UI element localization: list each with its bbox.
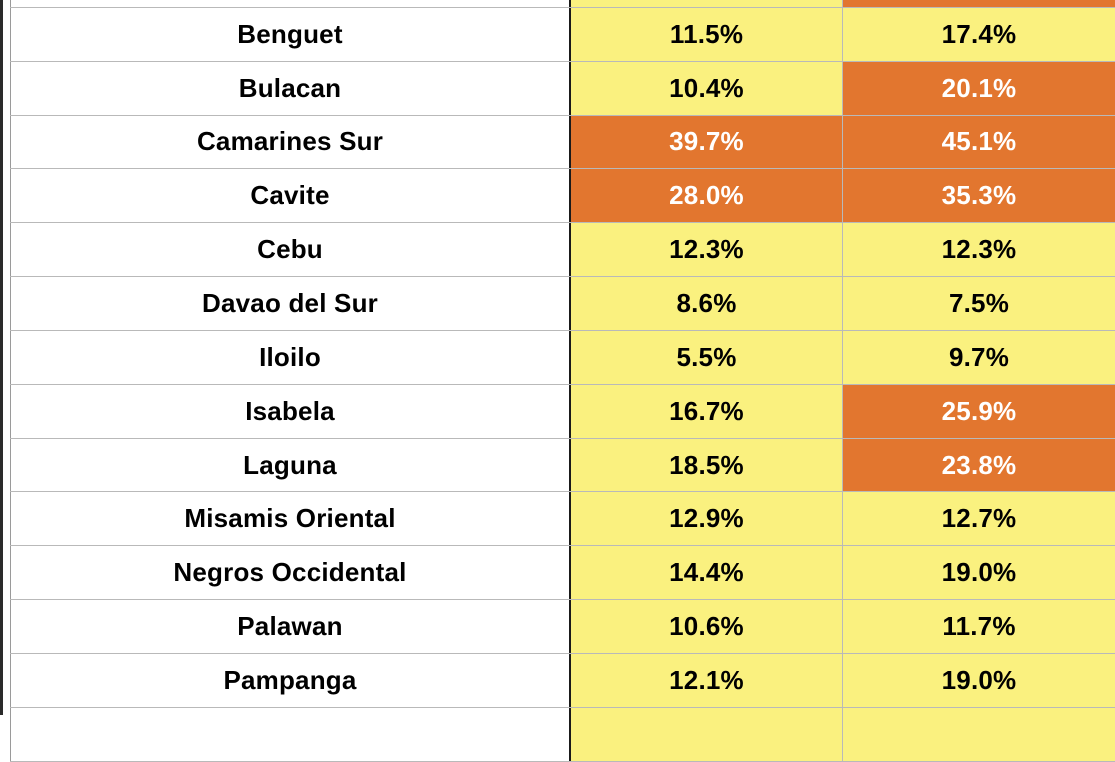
province-name-cell: Pampanga bbox=[10, 653, 571, 707]
value-cell-col2: 35.3% bbox=[843, 169, 1115, 223]
table-row: Misamis Oriental 12.9% 12.7% bbox=[10, 492, 1115, 547]
value-cell-col1: 16.7% bbox=[571, 384, 843, 438]
table-row: Cavite 28.0% 35.3% bbox=[10, 169, 1115, 224]
value-cell-col2: 45.1% bbox=[843, 115, 1115, 169]
table-row: Isabela 16.7% 25.9% bbox=[10, 384, 1115, 439]
value-cell-col1: 12.3% bbox=[571, 223, 843, 277]
value-cell-col1: 14.4% bbox=[571, 546, 843, 600]
province-name-cell: Davao del Sur bbox=[10, 277, 571, 330]
table-row: Pampanga 12.1% 19.0% bbox=[10, 653, 1115, 708]
table-row: Camarines Sur 39.7% 45.1% bbox=[10, 115, 1115, 170]
value-cell-col1 bbox=[571, 707, 843, 761]
province-name-cell: Bulacan bbox=[10, 61, 571, 115]
value-cell-col2 bbox=[843, 707, 1115, 761]
table-row: Palawan 10.6% 11.7% bbox=[10, 600, 1115, 654]
table-row: Davao del Sur 8.6% 7.5% bbox=[10, 277, 1115, 331]
table-row: Benguet 11.5% 17.4% bbox=[10, 7, 1115, 62]
value-cell-col1: 12.9% bbox=[571, 492, 843, 546]
data-table: Benguet 11.5% 17.4% Bulacan 10.4% 20.1% Camari… bbox=[10, 0, 1115, 762]
value-cell-col2: 19.0% bbox=[843, 546, 1115, 600]
value-cell-col2: 17.4% bbox=[843, 7, 1115, 61]
value-cell-col2: 7.5% bbox=[843, 277, 1115, 330]
value-cell-col2: 12.3% bbox=[843, 223, 1115, 277]
value-cell-col2: 11.7% bbox=[843, 600, 1115, 653]
table-row: Cebu 12.3% 12.3% bbox=[10, 223, 1115, 278]
table-row: Laguna 18.5% 23.8% bbox=[10, 438, 1115, 493]
value-cell-col1: 10.4% bbox=[571, 61, 843, 115]
value-cell-col1: 11.5% bbox=[571, 7, 843, 61]
value-cell-col1: 28.0% bbox=[571, 169, 843, 223]
province-name-cell: Palawan bbox=[10, 600, 571, 653]
value-cell-col1: 10.6% bbox=[571, 600, 843, 653]
value-cell-col1 bbox=[571, 0, 843, 7]
province-name-cell bbox=[10, 0, 571, 7]
value-cell-col2: 25.9% bbox=[843, 384, 1115, 438]
province-name-cell: Laguna bbox=[10, 438, 571, 492]
table-row bbox=[10, 0, 1115, 8]
value-cell-col1: 5.5% bbox=[571, 330, 843, 384]
value-cell-col2: 19.0% bbox=[843, 653, 1115, 707]
value-cell-col1: 8.6% bbox=[571, 277, 843, 330]
left-edge-divider bbox=[0, 0, 3, 715]
value-cell-col2: 20.1% bbox=[843, 61, 1115, 115]
province-name-cell bbox=[10, 707, 571, 761]
value-cell-col1: 39.7% bbox=[571, 115, 843, 169]
value-cell-col1: 18.5% bbox=[571, 438, 843, 492]
province-name-cell: Cavite bbox=[10, 169, 571, 223]
value-cell-col1: 12.1% bbox=[571, 653, 843, 707]
province-name-cell: Cebu bbox=[10, 223, 571, 277]
province-name-cell: Isabela bbox=[10, 384, 571, 438]
table-row: Negros Occidental 14.4% 19.0% bbox=[10, 546, 1115, 601]
province-name-cell: Negros Occidental bbox=[10, 546, 571, 600]
value-cell-col2: 23.8% bbox=[843, 438, 1115, 492]
table-row: Iloilo 5.5% 9.7% bbox=[10, 330, 1115, 385]
province-name-cell: Benguet bbox=[10, 7, 571, 61]
table-row: Bulacan 10.4% 20.1% bbox=[10, 61, 1115, 116]
province-name-cell: Iloilo bbox=[10, 330, 571, 384]
value-cell-col2 bbox=[843, 0, 1115, 7]
table-row bbox=[10, 707, 1115, 762]
value-cell-col2: 9.7% bbox=[843, 330, 1115, 384]
province-name-cell: Camarines Sur bbox=[10, 115, 571, 169]
province-name-cell: Misamis Oriental bbox=[10, 492, 571, 546]
value-cell-col2: 12.7% bbox=[843, 492, 1115, 546]
